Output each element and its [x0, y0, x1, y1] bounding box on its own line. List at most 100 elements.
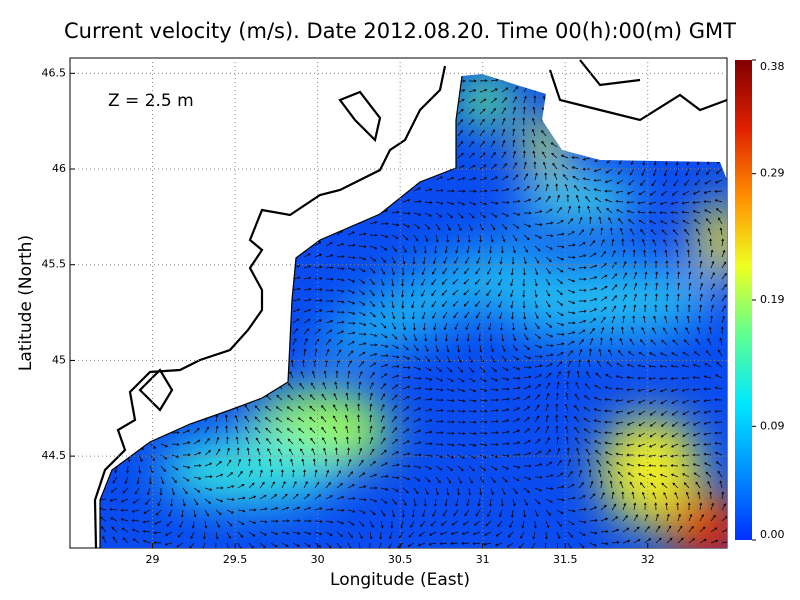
current-arrow	[615, 190, 624, 194]
current-arrow	[578, 520, 587, 524]
current-arrow	[423, 498, 427, 507]
current-arrow	[487, 311, 492, 319]
current-arrow	[457, 129, 463, 137]
current-arrow	[626, 443, 635, 447]
current-arrow	[659, 388, 668, 393]
current-arrow	[649, 190, 657, 196]
current-arrow	[110, 517, 118, 522]
current-arrow	[687, 260, 691, 269]
current-arrow	[446, 189, 455, 193]
current-arrow	[421, 289, 426, 297]
current-arrow	[490, 431, 499, 435]
current-arrow	[281, 542, 289, 547]
current-arrow	[321, 405, 327, 412]
current-arrow	[369, 448, 375, 456]
current-arrow	[454, 256, 459, 264]
current-arrow	[681, 201, 690, 205]
current-arrow	[605, 374, 613, 379]
current-arrow	[424, 355, 431, 362]
current-arrow	[533, 161, 537, 170]
current-arrow	[638, 219, 646, 225]
current-arrow	[270, 519, 279, 523]
current-arrow	[567, 531, 574, 538]
current-arrow	[336, 349, 342, 357]
current-arrow	[333, 392, 338, 401]
current-arrow	[714, 409, 723, 413]
current-arrow	[358, 232, 367, 236]
current-arrow	[578, 216, 583, 225]
current-arrow	[477, 498, 481, 507]
current-arrow	[567, 509, 576, 513]
current-arrow	[369, 267, 376, 274]
current-arrow	[325, 254, 334, 258]
current-arrow	[347, 509, 356, 513]
current-arrow	[578, 531, 586, 536]
current-arrow	[507, 531, 514, 538]
current-arrow	[485, 520, 492, 527]
current-arrow	[695, 338, 701, 346]
current-arrow	[721, 294, 727, 302]
current-arrow	[153, 541, 162, 545]
current-arrow	[556, 447, 561, 456]
current-arrow	[534, 322, 540, 330]
x-tick-label: 30.5	[388, 553, 413, 566]
current-arrow	[402, 199, 411, 203]
current-arrow	[637, 376, 646, 380]
current-arrow	[545, 353, 554, 357]
current-arrow	[435, 409, 444, 412]
current-arrow	[291, 469, 295, 478]
current-arrow	[523, 365, 532, 369]
current-arrow	[309, 405, 316, 412]
current-arrow	[442, 267, 448, 275]
current-arrow	[112, 476, 118, 484]
current-arrow	[120, 508, 129, 512]
current-arrow	[391, 234, 399, 240]
current-arrow	[555, 414, 559, 423]
current-arrow	[555, 183, 559, 192]
current-arrow	[402, 464, 411, 468]
current-arrow	[237, 520, 245, 525]
current-arrow	[421, 300, 426, 308]
current-arrow	[589, 542, 597, 547]
current-arrow	[413, 223, 421, 229]
current-arrow	[468, 212, 475, 219]
current-arrow	[501, 442, 510, 446]
current-arrow	[432, 267, 437, 275]
current-arrow	[611, 273, 618, 280]
current-arrow	[468, 108, 475, 115]
current-arrow	[310, 382, 316, 390]
current-arrow	[695, 228, 701, 236]
current-arrow	[710, 249, 714, 258]
current-arrow	[358, 509, 366, 514]
current-arrow	[611, 528, 620, 533]
current-arrow	[422, 322, 426, 331]
current-arrow	[325, 319, 334, 324]
current-arrow	[611, 516, 619, 522]
coastline	[93, 59, 728, 549]
current-arrow	[600, 316, 606, 324]
current-arrow	[534, 404, 540, 412]
current-arrow	[609, 480, 613, 489]
current-arrow	[619, 337, 624, 346]
current-arrow	[523, 355, 532, 360]
current-arrow	[468, 409, 477, 413]
current-arrow	[565, 436, 569, 445]
current-arrow	[391, 405, 397, 412]
current-arrow	[171, 442, 180, 446]
current-arrow	[490, 487, 494, 496]
current-arrow	[629, 338, 635, 346]
current-arrow	[358, 289, 365, 295]
current-arrow	[270, 507, 279, 511]
current-arrow	[666, 525, 672, 533]
current-arrow	[446, 344, 450, 353]
current-arrow	[325, 329, 333, 335]
current-arrow	[479, 98, 487, 104]
current-arrow	[498, 300, 503, 308]
current-arrow	[335, 447, 338, 456]
current-arrow	[433, 322, 437, 331]
current-arrow	[600, 504, 607, 511]
current-arrow	[298, 438, 305, 445]
current-arrow	[682, 410, 690, 415]
current-arrow	[357, 403, 361, 412]
current-arrow	[532, 531, 536, 540]
